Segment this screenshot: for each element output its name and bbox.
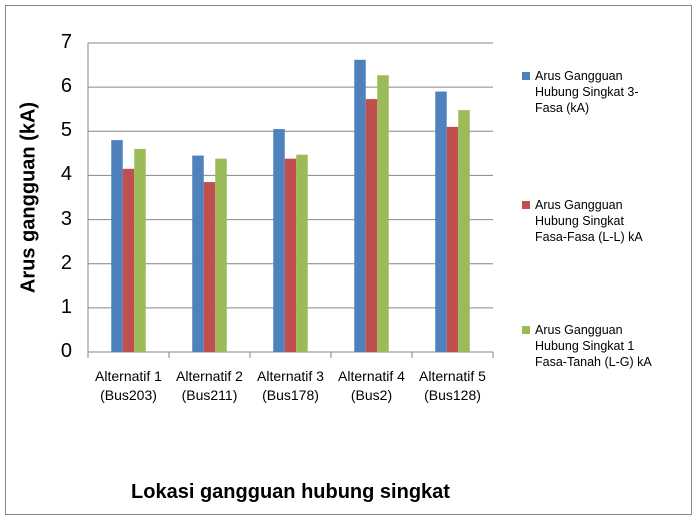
legend-label: Arus Gangguan Hubung Singkat 3-Fasa (kA) [535, 69, 639, 115]
bar [122, 168, 135, 352]
legend-swatch [522, 72, 530, 80]
y-tick-label: 1 [60, 295, 72, 318]
y-tick-label: 3 [60, 207, 72, 230]
bar [192, 155, 204, 352]
y-tick-label: 6 [60, 75, 72, 98]
bar [446, 126, 459, 352]
y-tick-label: 5 [60, 119, 72, 142]
bar [273, 129, 285, 352]
y-tick-label: 7 [60, 31, 72, 53]
legend-label: Arus Gangguan Hubung Singkat Fasa-Fasa (… [535, 198, 643, 244]
bar [296, 154, 308, 352]
y-tick-label: 4 [60, 163, 72, 186]
bar [377, 75, 389, 352]
y-axis-title: Arus gangguan (kA) [17, 101, 40, 294]
bar [354, 59, 366, 352]
x-axis-title: Lokasi gangguan hubung singkat [131, 481, 450, 503]
bar [134, 148, 146, 352]
bar [435, 91, 447, 353]
x-tick-label: Alternatif 3 (Bus178) [257, 368, 324, 403]
x-tick-label: Alternatif 5 (Bus128) [419, 368, 486, 403]
bar [284, 158, 297, 352]
bar [111, 140, 123, 352]
bar [215, 158, 227, 352]
legend-label: Arus Gangguan Hubung Singkat 1 Fasa-Tana… [535, 323, 652, 369]
x-tick-label: Alternatif 2 (Bus211) [176, 368, 243, 403]
y-tick-label: 0 [60, 340, 72, 362]
bar [458, 110, 470, 353]
bar [203, 182, 216, 352]
x-tick-label: Alternatif 1 (Bus203) [95, 368, 162, 403]
legend-swatch [522, 326, 530, 334]
bar [365, 99, 378, 352]
y-tick-label: 2 [60, 251, 72, 274]
legend-swatch [522, 201, 530, 209]
x-tick-label: Alternatif 4 (Bus2) [338, 368, 405, 403]
